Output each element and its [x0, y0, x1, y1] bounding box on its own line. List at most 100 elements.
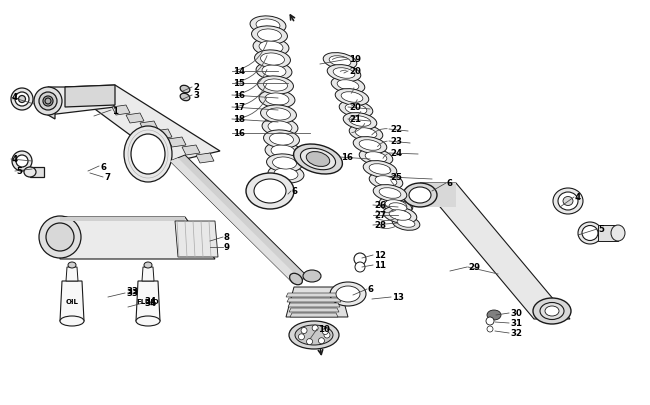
Circle shape — [298, 334, 304, 340]
Ellipse shape — [272, 158, 296, 170]
Ellipse shape — [384, 200, 412, 215]
Circle shape — [486, 317, 494, 325]
Circle shape — [322, 329, 328, 335]
Ellipse shape — [263, 80, 287, 92]
Ellipse shape — [255, 51, 291, 69]
Ellipse shape — [389, 203, 407, 212]
Text: 20: 20 — [349, 103, 361, 112]
Ellipse shape — [250, 17, 286, 35]
Text: 20: 20 — [349, 67, 361, 76]
Polygon shape — [60, 281, 84, 321]
Text: 13: 13 — [392, 293, 404, 302]
Text: 5: 5 — [16, 167, 22, 176]
Ellipse shape — [353, 137, 387, 154]
Polygon shape — [182, 146, 200, 156]
Text: 4: 4 — [12, 93, 18, 102]
Circle shape — [318, 338, 324, 344]
Text: FLUID: FLUID — [136, 298, 159, 304]
Ellipse shape — [389, 210, 411, 221]
Ellipse shape — [341, 92, 363, 103]
Ellipse shape — [16, 156, 28, 168]
Ellipse shape — [300, 149, 335, 171]
Ellipse shape — [261, 106, 296, 124]
Text: 33: 33 — [126, 287, 138, 296]
Polygon shape — [598, 226, 618, 241]
Polygon shape — [287, 298, 341, 302]
Ellipse shape — [60, 316, 84, 326]
Ellipse shape — [327, 66, 361, 82]
Ellipse shape — [379, 188, 401, 199]
Ellipse shape — [365, 152, 387, 163]
Polygon shape — [168, 138, 186, 148]
Polygon shape — [196, 153, 214, 164]
Text: 17: 17 — [233, 103, 245, 112]
Text: 1: 1 — [112, 106, 118, 115]
Text: 24: 24 — [390, 149, 402, 158]
Ellipse shape — [268, 166, 304, 183]
Ellipse shape — [290, 274, 302, 285]
Text: 21: 21 — [349, 115, 361, 124]
Ellipse shape — [306, 152, 330, 167]
Ellipse shape — [578, 222, 602, 244]
Ellipse shape — [403, 183, 437, 207]
Ellipse shape — [329, 57, 351, 67]
Ellipse shape — [355, 128, 377, 139]
Circle shape — [354, 254, 366, 265]
Ellipse shape — [15, 93, 29, 107]
Polygon shape — [48, 88, 55, 120]
Text: 5: 5 — [598, 225, 604, 234]
Text: 8: 8 — [224, 233, 230, 242]
Text: 12: 12 — [374, 251, 386, 260]
Ellipse shape — [68, 262, 76, 269]
Ellipse shape — [265, 143, 301, 161]
Ellipse shape — [349, 116, 371, 127]
Ellipse shape — [124, 127, 172, 183]
Ellipse shape — [266, 155, 302, 173]
Ellipse shape — [256, 20, 280, 32]
Polygon shape — [136, 281, 160, 321]
Text: 6: 6 — [100, 162, 106, 171]
Ellipse shape — [180, 94, 190, 102]
Text: 31: 31 — [510, 319, 522, 328]
Ellipse shape — [34, 88, 62, 116]
Text: 3: 3 — [193, 91, 199, 100]
Text: 6: 6 — [292, 187, 298, 196]
Polygon shape — [290, 313, 338, 317]
Polygon shape — [288, 303, 340, 307]
Ellipse shape — [257, 77, 293, 95]
Ellipse shape — [332, 77, 365, 94]
Polygon shape — [420, 183, 570, 319]
Ellipse shape — [384, 207, 417, 224]
Circle shape — [312, 325, 318, 331]
Ellipse shape — [375, 176, 397, 187]
Ellipse shape — [18, 96, 25, 103]
Ellipse shape — [388, 208, 416, 223]
Ellipse shape — [131, 135, 165, 175]
Ellipse shape — [533, 298, 571, 324]
Circle shape — [307, 339, 313, 345]
Text: 6: 6 — [447, 179, 453, 188]
Polygon shape — [170, 159, 300, 284]
Polygon shape — [420, 183, 456, 207]
Ellipse shape — [46, 224, 74, 252]
Ellipse shape — [343, 113, 377, 130]
Ellipse shape — [271, 145, 295, 158]
Ellipse shape — [257, 30, 281, 42]
Ellipse shape — [262, 66, 286, 78]
Text: 18: 18 — [233, 115, 245, 124]
Ellipse shape — [379, 197, 413, 214]
Ellipse shape — [289, 321, 339, 349]
Ellipse shape — [254, 179, 286, 203]
Ellipse shape — [274, 168, 298, 181]
Ellipse shape — [369, 173, 403, 190]
Text: 29: 29 — [468, 263, 480, 272]
Ellipse shape — [487, 310, 501, 320]
Text: 9: 9 — [224, 243, 230, 252]
Ellipse shape — [545, 306, 559, 316]
Ellipse shape — [265, 94, 289, 106]
Polygon shape — [66, 267, 78, 281]
Ellipse shape — [540, 303, 564, 320]
Text: 23: 23 — [390, 137, 402, 146]
Text: OIL: OIL — [66, 298, 79, 304]
Ellipse shape — [180, 86, 190, 94]
